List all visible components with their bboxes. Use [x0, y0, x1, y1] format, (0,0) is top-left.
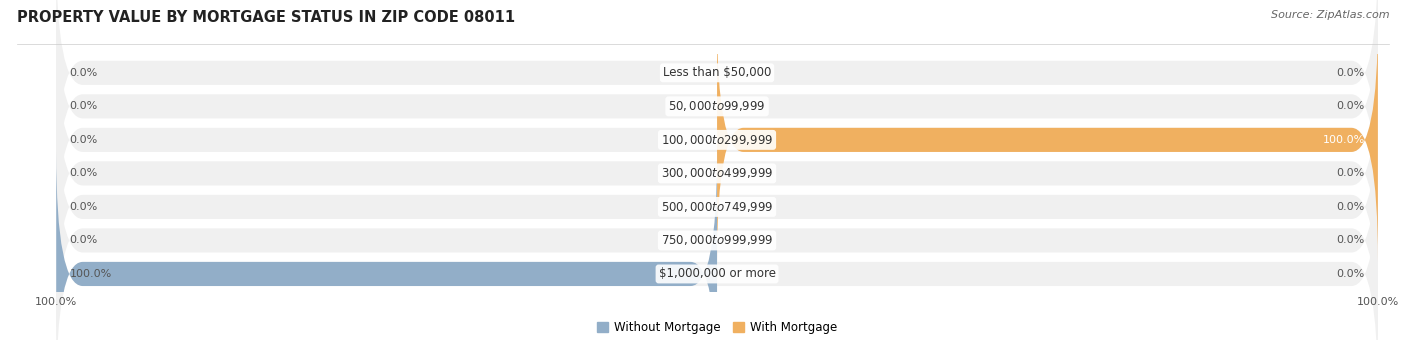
FancyBboxPatch shape — [56, 85, 1378, 329]
Text: $50,000 to $99,999: $50,000 to $99,999 — [668, 99, 766, 113]
Text: 0.0%: 0.0% — [69, 168, 97, 179]
FancyBboxPatch shape — [717, 18, 1378, 262]
Text: 0.0%: 0.0% — [1337, 168, 1365, 179]
Text: 0.0%: 0.0% — [1337, 202, 1365, 212]
Legend: Without Mortgage, With Mortgage: Without Mortgage, With Mortgage — [592, 317, 842, 339]
Text: 0.0%: 0.0% — [1337, 101, 1365, 112]
Text: $1,000,000 or more: $1,000,000 or more — [658, 268, 776, 280]
FancyBboxPatch shape — [56, 152, 1378, 340]
Text: 0.0%: 0.0% — [69, 235, 97, 245]
FancyBboxPatch shape — [56, 0, 1378, 195]
Text: 0.0%: 0.0% — [1337, 68, 1365, 78]
Text: Source: ZipAtlas.com: Source: ZipAtlas.com — [1271, 10, 1389, 20]
Text: 0.0%: 0.0% — [69, 135, 97, 145]
Text: PROPERTY VALUE BY MORTGAGE STATUS IN ZIP CODE 08011: PROPERTY VALUE BY MORTGAGE STATUS IN ZIP… — [17, 10, 515, 25]
Text: $500,000 to $749,999: $500,000 to $749,999 — [661, 200, 773, 214]
FancyBboxPatch shape — [56, 51, 1378, 295]
FancyBboxPatch shape — [56, 0, 1378, 228]
Text: Less than $50,000: Less than $50,000 — [662, 66, 772, 79]
Text: $100,000 to $299,999: $100,000 to $299,999 — [661, 133, 773, 147]
Text: 0.0%: 0.0% — [1337, 269, 1365, 279]
Text: 100.0%: 100.0% — [1323, 135, 1365, 145]
Text: $300,000 to $499,999: $300,000 to $499,999 — [661, 166, 773, 181]
FancyBboxPatch shape — [56, 118, 1378, 340]
Text: 0.0%: 0.0% — [1337, 235, 1365, 245]
Text: 100.0%: 100.0% — [69, 269, 111, 279]
Text: 0.0%: 0.0% — [69, 202, 97, 212]
Text: 0.0%: 0.0% — [69, 101, 97, 112]
Text: $750,000 to $999,999: $750,000 to $999,999 — [661, 234, 773, 248]
Text: 0.0%: 0.0% — [69, 68, 97, 78]
FancyBboxPatch shape — [56, 152, 717, 340]
FancyBboxPatch shape — [56, 18, 1378, 262]
